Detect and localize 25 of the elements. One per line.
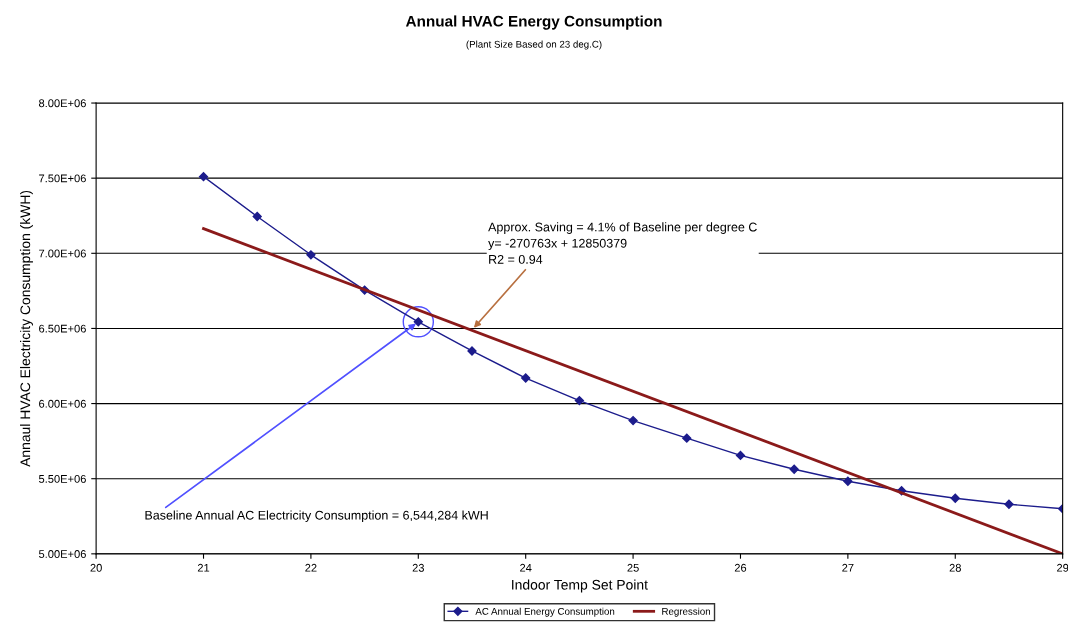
x-tick-label: 27 xyxy=(842,563,854,572)
y-tick-label: 6.50E+06 xyxy=(39,324,86,333)
legend-label: AC Annual Energy Consumption xyxy=(475,607,615,617)
y-tick-label: 5.50E+06 xyxy=(38,474,86,483)
x-tick-label: 23 xyxy=(412,563,424,572)
y-tick-label: 5.00E+06 xyxy=(38,550,86,558)
x-tick-label: 20 xyxy=(90,563,102,572)
legend-label: Regression xyxy=(662,607,711,617)
x-tick-label: 28 xyxy=(949,563,961,572)
y-tick-label: 7.00E+06 xyxy=(39,249,86,258)
annotation: Baseline Annual AC Electricity Consumption = 6,544,284 kWH xyxy=(145,510,488,523)
chart-title: Annual HVAC Energy Consumption xyxy=(405,15,662,30)
chart-subtitle: (Plant Size Based on 23 deg.C) xyxy=(466,40,602,50)
x-axis-title: Indoor Temp Set Point xyxy=(512,579,648,593)
x-tick-label: 21 xyxy=(197,563,210,572)
x-tick-label: 26 xyxy=(734,563,747,572)
x-tick-label: 22 xyxy=(305,563,317,572)
x-tick-label: 24 xyxy=(520,563,532,572)
annotation: Approx. Saving = 4.1% of Baseline per degree C y= -270763x + 12850379 R2 = 0.94 xyxy=(488,222,757,264)
y-tick-label: 8.00E+06 xyxy=(39,99,86,108)
y-axis-title: Annaul HVAC Electricity Consumption (kWH) xyxy=(20,190,33,467)
y-tick-label: 7.50E+06 xyxy=(39,174,86,183)
x-tick-label: 25 xyxy=(627,563,639,572)
y-tick-label: 6.00E+06 xyxy=(39,399,86,408)
x-tick-label: 29 xyxy=(1057,563,1068,572)
